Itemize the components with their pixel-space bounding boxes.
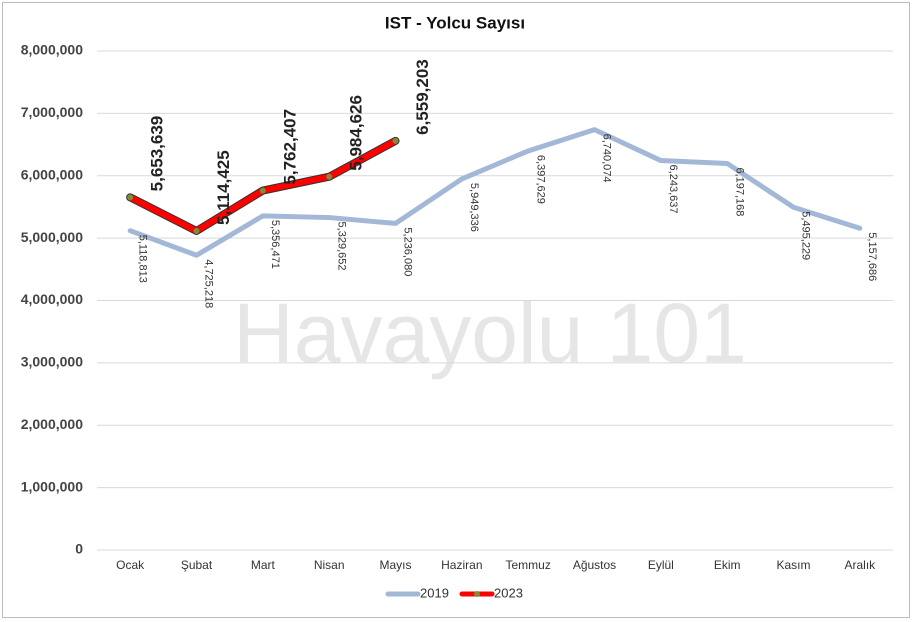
- marker: [127, 194, 134, 201]
- data-label: 4,725,218: [203, 259, 215, 308]
- data-label: 6,243,637: [667, 165, 679, 214]
- x-tick-label: Mart: [251, 558, 276, 572]
- y-tick-label: 0: [75, 541, 83, 557]
- data-label: 5,118,813: [136, 235, 148, 283]
- marker: [193, 227, 200, 234]
- data-label: 5,356,471: [269, 220, 281, 269]
- data-label: 5,236,080: [402, 227, 414, 276]
- y-tick-label: 8,000,000: [21, 42, 83, 58]
- data-label: 5,329,652: [335, 222, 347, 271]
- x-tick-label: Haziran: [441, 558, 482, 572]
- data-label: 6,197,168: [733, 167, 745, 216]
- x-tick-label: Şubat: [181, 558, 213, 572]
- data-label: 5,114,425: [214, 150, 233, 225]
- watermark: Havayolu 101: [233, 286, 747, 380]
- data-label: 5,984,626: [347, 95, 366, 171]
- x-tick-label: Nisan: [314, 558, 345, 572]
- data-label: 6,559,203: [413, 59, 432, 135]
- x-tick-label: Eylül: [648, 558, 674, 572]
- series-line: [127, 127, 863, 258]
- y-tick-label: 7,000,000: [21, 104, 83, 120]
- x-tick-label: Ocak: [116, 558, 145, 572]
- data-label: 6,397,629: [534, 155, 546, 204]
- y-tick-label: 5,000,000: [21, 229, 83, 245]
- data-label: 6,740,074: [601, 134, 613, 183]
- x-tick-label: Kasım: [776, 558, 810, 572]
- data-label: 5,495,229: [800, 211, 812, 260]
- y-tick-label: 2,000,000: [21, 416, 83, 432]
- legend-marker: [474, 591, 480, 597]
- x-tick-label: Temmuz: [505, 558, 550, 572]
- legend-label: 2019: [420, 585, 449, 600]
- y-tick-label: 1,000,000: [21, 478, 83, 494]
- y-tick-label: 4,000,000: [21, 291, 83, 307]
- data-label: 5,653,639: [148, 116, 167, 192]
- data-label: 5,762,407: [280, 109, 299, 185]
- data-label: 5,949,336: [468, 183, 480, 232]
- x-tick-label: Mayıs: [379, 558, 411, 572]
- legend-label: 2023: [494, 585, 523, 600]
- x-tick-label: Aralık: [844, 558, 876, 572]
- x-tick-label: Ağustos: [573, 558, 616, 572]
- marker: [326, 173, 333, 180]
- marker: [392, 137, 399, 144]
- data-label: 5,157,686: [866, 232, 878, 281]
- y-tick-label: 6,000,000: [21, 166, 83, 182]
- marker: [259, 187, 266, 194]
- x-tick-label: Ekim: [714, 558, 741, 572]
- y-tick-label: 3,000,000: [21, 354, 83, 370]
- chart-title: IST - Yolcu Sayısı: [385, 13, 525, 32]
